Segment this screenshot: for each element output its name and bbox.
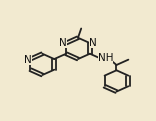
Text: N: N [24,55,32,64]
Text: N: N [59,38,67,48]
Text: N: N [89,38,97,48]
Text: NH: NH [98,53,113,63]
